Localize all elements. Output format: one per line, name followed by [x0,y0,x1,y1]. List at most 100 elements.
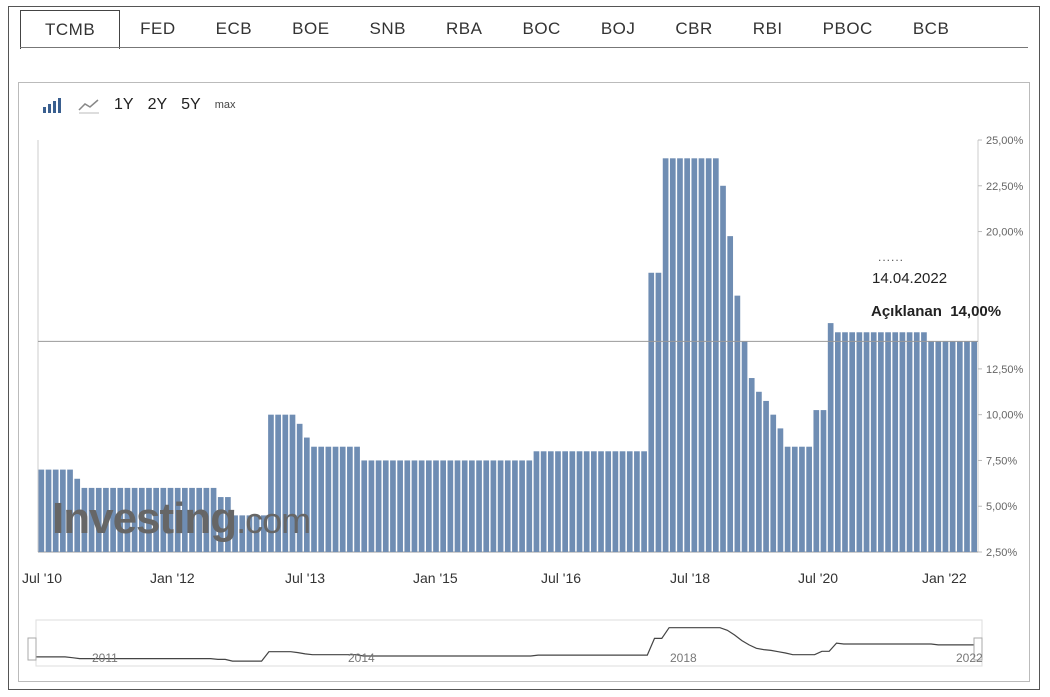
bar [332,446,339,552]
bar [834,332,841,552]
bar [217,497,224,552]
bar [354,446,360,552]
range-2y-button[interactable]: 2Y [147,96,168,113]
bar [67,469,73,552]
bar [45,469,52,552]
bar [397,460,403,552]
tab-pboc[interactable]: PBOC [822,19,873,38]
tooltip-value-row: Açıklanan 14,00% [871,303,1001,320]
chart-toolbar: 1Y 2Y 5Y max [42,92,236,118]
bar [225,497,231,552]
bar [268,414,274,552]
range-5y-button[interactable]: 5Y [181,96,201,113]
bar [433,460,439,552]
bar [60,469,66,552]
tab-cbr[interactable]: CBR [675,19,713,38]
bar [289,414,296,552]
bar [799,446,805,552]
bar [892,332,899,552]
bar [634,451,640,552]
tab-boe[interactable]: BOE [292,19,330,38]
bar [813,410,820,552]
bar [504,460,511,552]
y-tick-label: 22,50% [986,181,1024,193]
tab-boj[interactable]: BOJ [600,19,636,38]
bar [540,451,547,552]
bar [189,487,195,552]
bar [971,341,977,552]
bar [727,236,734,552]
x-tick-label: Jul '13 [285,570,325,586]
bar [174,487,181,552]
bar [576,451,583,552]
bar [784,446,791,552]
range-1y-button[interactable]: 1Y [114,96,134,113]
tooltip-label: Açıklanan [871,303,942,320]
bar-chart-icon[interactable] [42,96,64,114]
tab-ecb[interactable]: ECB [215,19,253,38]
bar [476,460,482,552]
bar [533,451,540,552]
line-chart-icon[interactable] [78,96,100,114]
bar [368,460,375,552]
bar [469,460,475,552]
investing-logo: Investing.com [52,494,311,543]
bar [347,446,353,552]
tab-fed[interactable]: FED [140,19,176,38]
bar [569,451,576,552]
bar [763,400,769,552]
bar [253,515,260,552]
bar [605,451,612,552]
x-tick-label: Jan '15 [413,570,458,586]
bar [110,487,116,552]
bar [677,158,683,552]
bar [777,428,784,552]
navigator-left-handle[interactable] [27,637,37,661]
bar [748,378,755,552]
tab-boc[interactable]: BOC [522,19,561,38]
bar [304,437,310,552]
tooltip-date: 14.04.2022 [872,270,948,287]
bar [591,451,597,552]
bar [691,158,698,552]
bar [461,460,468,552]
bar [684,158,690,552]
bar [856,332,863,552]
tab-bcb[interactable]: BCB [912,19,950,38]
navigator-tick-label: 2022 [956,651,983,665]
bar [598,451,604,552]
bar [662,158,669,552]
range-max-button[interactable]: max [214,99,236,111]
x-tick-label: Jul '16 [541,570,581,586]
bar [153,487,159,552]
bar [547,451,554,552]
x-tick-label: Jul '20 [798,570,838,586]
bar [562,451,568,552]
x-tick-label: Jul '18 [670,570,710,586]
bar [626,451,633,552]
bar [863,332,870,552]
bar [921,332,927,552]
bar [239,515,246,552]
y-tick-label: 10,00% [986,410,1024,422]
y-tick-label: 12,50% [986,364,1024,376]
tab-snb[interactable]: SNB [369,19,407,38]
bar [964,341,970,552]
bar [928,341,934,552]
bar [339,446,346,552]
bar [425,460,432,552]
tab-tcmb[interactable]: TCMB [20,10,121,49]
bar [318,446,325,552]
bar [275,414,281,552]
bar [935,341,942,552]
navigator-right-handle[interactable] [973,637,983,661]
tooltip-marker: ...... [878,250,905,264]
bar [519,460,525,552]
bar [246,515,253,552]
bar [117,487,124,552]
tab-rba[interactable]: RBA [446,19,483,38]
bar [942,341,949,552]
tab-rbi[interactable]: RBI [752,19,783,38]
navigator-tick-label: 2018 [670,651,697,665]
